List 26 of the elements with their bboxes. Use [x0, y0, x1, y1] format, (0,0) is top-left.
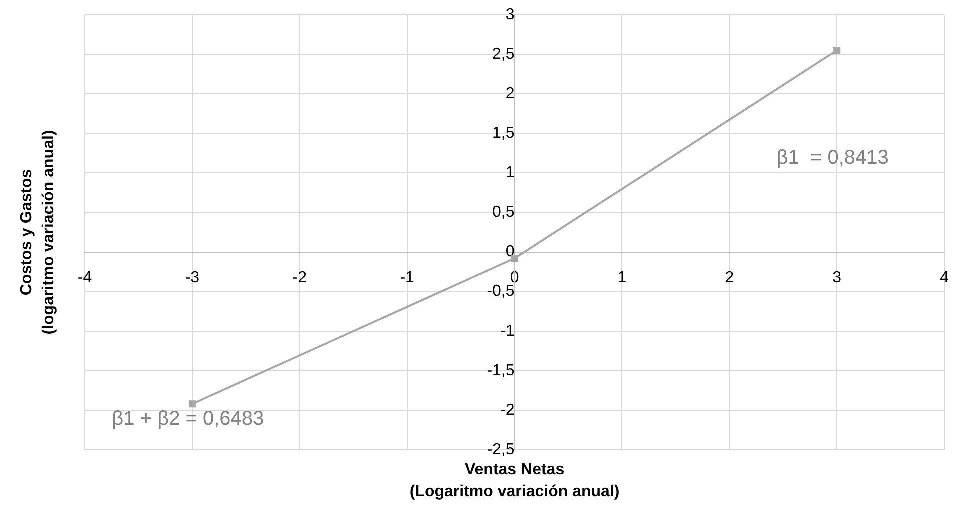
x-tick-label: 3: [832, 269, 842, 286]
y-tick-label: 1,5: [492, 125, 515, 142]
y-tick-label: -2: [500, 402, 515, 419]
annotation: β1 + β2 = 0,6483: [112, 408, 264, 430]
y-tick-label: 2,5: [492, 46, 515, 63]
y-tick-label: 0,5: [492, 204, 515, 222]
x-tick-label: 2: [725, 269, 734, 286]
y-axis-title: Costos y Gastos (logaritmo variación anual): [18, 130, 58, 335]
y-tick-label: 2: [506, 85, 515, 102]
annotation: β1 = 0,8413: [776, 147, 889, 170]
y-tick-label: -1,5: [487, 362, 515, 380]
y-tick-label: -2,5: [487, 441, 515, 458]
x-tick-label: 1: [618, 269, 627, 286]
x-tick-label: -2: [292, 269, 308, 286]
y-tick-label: 3: [506, 6, 515, 24]
x-tick-label: 4: [940, 269, 950, 286]
x-tick-label: -1: [400, 269, 415, 286]
y-tick-label: -0,5: [487, 283, 515, 300]
x-axis-title: Ventas Netas (Logaritmo variación anual): [410, 461, 620, 500]
point: [834, 47, 841, 54]
x-tick-label: -4: [78, 269, 92, 286]
point: [188, 400, 196, 408]
y-tick-label: 1: [506, 164, 515, 182]
y-tick-label: 0: [506, 244, 515, 261]
y-tick-label: -1: [500, 322, 515, 340]
x-tick-label: -3: [185, 269, 200, 286]
